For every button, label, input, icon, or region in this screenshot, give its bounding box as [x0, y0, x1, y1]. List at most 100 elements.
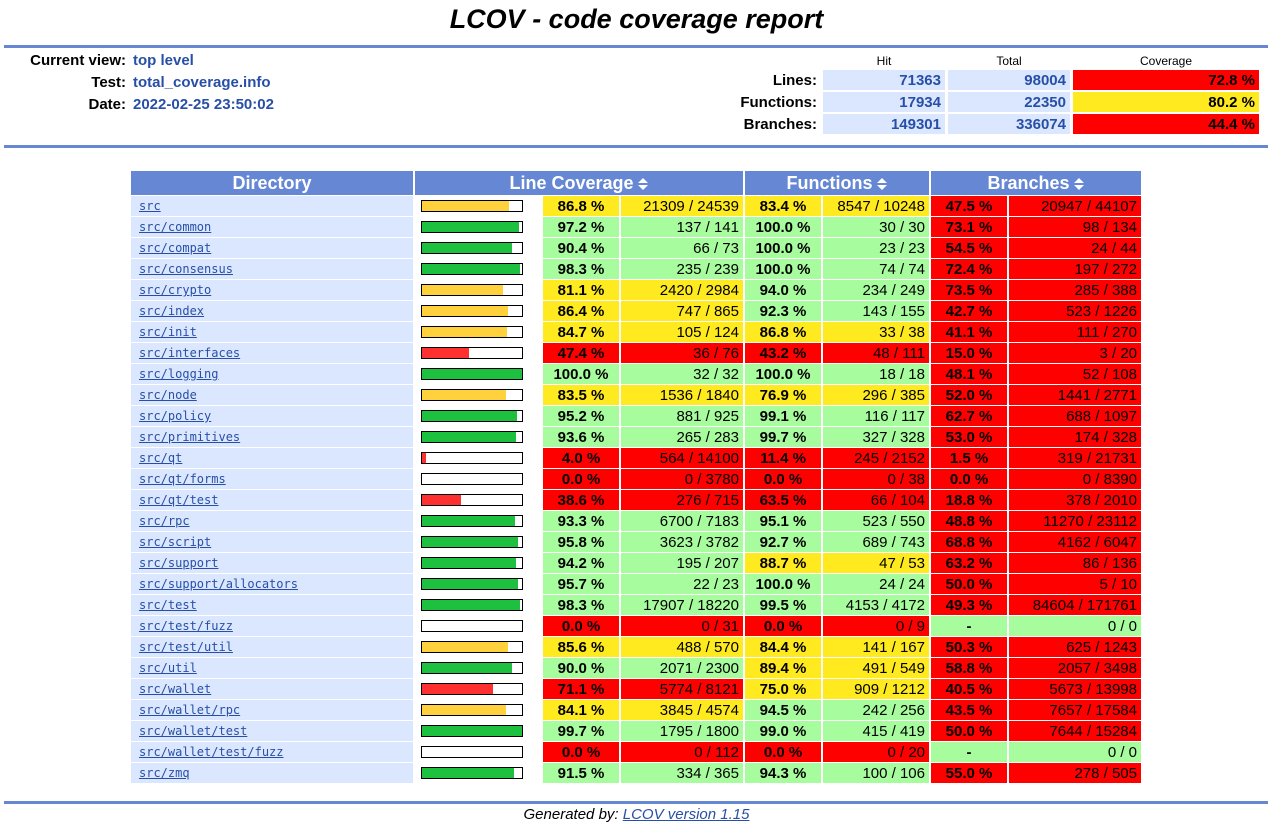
coverage-bar	[421, 620, 523, 632]
directory-link[interactable]: src/consensus	[139, 262, 233, 276]
line-coverage-percent: 81.1 %	[543, 280, 619, 300]
summary-coverage: 72.8 %	[1073, 70, 1259, 90]
directory-link[interactable]: src/support	[139, 556, 219, 570]
branch-coverage-count: 20947 / 44107	[1009, 196, 1141, 216]
coverage-bar-fill	[422, 306, 509, 316]
directory-link[interactable]: src/primitives	[139, 430, 241, 444]
coverage-bar	[421, 494, 523, 506]
directory-link[interactable]: src/interfaces	[139, 346, 241, 360]
sort-icon[interactable]	[1073, 177, 1085, 191]
directory-link[interactable]: src/test	[139, 598, 197, 612]
directory-cell: src/qt	[131, 448, 413, 468]
directory-link[interactable]: src/wallet/test/fuzz	[139, 745, 284, 759]
line-coverage-count: 881 / 925	[621, 406, 743, 426]
function-coverage-percent: 63.5 %	[745, 490, 821, 510]
header-line-coverage[interactable]: Line Coverage	[415, 171, 743, 195]
branch-coverage-count: 0 / 0	[1009, 742, 1141, 762]
function-coverage-percent: 95.1 %	[745, 511, 821, 531]
lcov-version-link[interactable]: LCOV version 1.15	[622, 806, 750, 823]
directory-link[interactable]: src/node	[139, 388, 197, 402]
directory-cell: src/primitives	[131, 427, 413, 447]
branch-coverage-percent: 50.3 %	[931, 637, 1007, 657]
directory-link[interactable]: src/index	[139, 304, 205, 318]
line-coverage-percent: 93.6 %	[543, 427, 619, 447]
table-row: src/wallet/test 99.7 % 1795 / 1800 99.0 % 41…	[131, 721, 1141, 741]
branch-coverage-count: 5673 / 13998	[1009, 679, 1141, 699]
function-coverage-percent: 94.5 %	[745, 700, 821, 720]
sort-icon[interactable]	[637, 177, 649, 191]
coverage-bar	[421, 305, 523, 317]
branch-coverage-count: 86 / 136	[1009, 553, 1141, 573]
directory-link[interactable]: src/util	[139, 661, 197, 675]
function-coverage-count: 909 / 1212	[823, 679, 929, 699]
table-row: src/qt/test 38.6 % 276 / 715 63.5 % 66 / 104…	[131, 490, 1141, 510]
function-coverage-percent: 11.4 %	[745, 448, 821, 468]
footer-prefix: Generated by:	[523, 806, 619, 823]
line-coverage-count: 6700 / 7183	[621, 511, 743, 531]
directory-cell: src/crypto	[131, 280, 413, 300]
summary-header-row: Hit Total Coverage	[723, 53, 1259, 68]
directory-cell: src/init	[131, 322, 413, 342]
function-coverage-count: 245 / 2152	[823, 448, 929, 468]
test-label: Test:	[91, 74, 126, 91]
directory-link[interactable]: src/common	[139, 220, 212, 234]
directory-link[interactable]: src/compat	[139, 241, 212, 255]
coverage-bar-fill	[422, 516, 516, 526]
summary-col-coverage: Coverage	[1139, 53, 1193, 68]
sort-icon[interactable]	[876, 177, 888, 191]
directory-link[interactable]: src/rpc	[139, 514, 190, 528]
line-coverage-count: 488 / 570	[621, 637, 743, 657]
line-coverage-count: 3845 / 4574	[621, 700, 743, 720]
coverage-bar-fill	[422, 390, 506, 400]
coverage-bar-cell	[415, 343, 541, 363]
table-row: src/init 84.7 % 105 / 124 86.8 % 33 / 38 41.1…	[131, 322, 1141, 342]
header-functions[interactable]: Functions	[745, 171, 929, 195]
directory-link[interactable]: src	[139, 199, 161, 213]
directory-link[interactable]: src/crypto	[139, 283, 212, 297]
coverage-bar	[421, 473, 523, 485]
header-directory[interactable]: Directory	[131, 171, 413, 195]
header-branches[interactable]: Branches	[931, 171, 1141, 195]
coverage-bar-cell	[415, 196, 541, 216]
directory-cell: src/qt/forms	[131, 469, 413, 489]
directory-link[interactable]: src/qt/forms	[139, 472, 226, 486]
line-coverage-count: 1536 / 1840	[621, 385, 743, 405]
table-row: src/index 86.4 % 747 / 865 92.3 % 143 / 155 4…	[131, 301, 1141, 321]
line-coverage-percent: 98.3 %	[543, 595, 619, 615]
directory-link[interactable]: src/qt	[139, 451, 183, 465]
directory-link[interactable]: src/wallet/test	[139, 724, 248, 738]
table-row: src/wallet/rpc 84.1 % 3845 / 4574 94.5 % 242…	[131, 700, 1141, 720]
coverage-bar	[421, 263, 523, 275]
line-coverage-percent: 47.4 %	[543, 343, 619, 363]
function-coverage-percent: 99.7 %	[745, 427, 821, 447]
directory-link[interactable]: src/zmq	[139, 766, 190, 780]
table-row: src/logging 100.0 % 32 / 32 100.0 % 18 / 18 4…	[131, 364, 1141, 384]
directory-link[interactable]: src/test/util	[139, 640, 233, 654]
branch-coverage-percent: 54.5 %	[931, 238, 1007, 258]
directory-link[interactable]: src/script	[139, 535, 212, 549]
directory-link[interactable]: src/wallet/rpc	[139, 703, 241, 717]
directory-link[interactable]: src/logging	[139, 367, 219, 381]
header-branches-label: Branches	[987, 172, 1070, 193]
summary-coverage: 44.4 %	[1073, 114, 1259, 134]
directory-link[interactable]: src/init	[139, 325, 197, 339]
directory-link[interactable]: src/qt/test	[139, 493, 219, 507]
table-row: src/test/fuzz 0.0 % 0 / 31 0.0 % 0 / 9-0 / 0	[131, 616, 1141, 636]
directory-link[interactable]: src/policy	[139, 409, 212, 423]
function-coverage-percent: 43.2 %	[745, 343, 821, 363]
branch-coverage-count: 378 / 2010	[1009, 490, 1141, 510]
branch-coverage-percent: 48.1 %	[931, 364, 1007, 384]
branch-coverage-percent: 49.3 %	[931, 595, 1007, 615]
function-coverage-count: 18 / 18	[823, 364, 929, 384]
branch-coverage-count: 111 / 270	[1009, 322, 1141, 342]
line-coverage-percent: 100.0 %	[543, 364, 619, 384]
directory-link[interactable]: src/test/fuzz	[139, 619, 233, 633]
directory-link[interactable]: src/wallet	[139, 682, 212, 696]
summary-total: 336074	[948, 114, 1070, 134]
directory-link[interactable]: src/support/allocators	[139, 577, 298, 591]
branch-coverage-count: 197 / 272	[1009, 259, 1141, 279]
table-row: src/consensus 98.3 % 235 / 239 100.0 % 74 / …	[131, 259, 1141, 279]
summary-hit: 149301	[823, 114, 945, 134]
coverage-bar-cell	[415, 406, 541, 426]
coverage-bar	[421, 431, 523, 443]
